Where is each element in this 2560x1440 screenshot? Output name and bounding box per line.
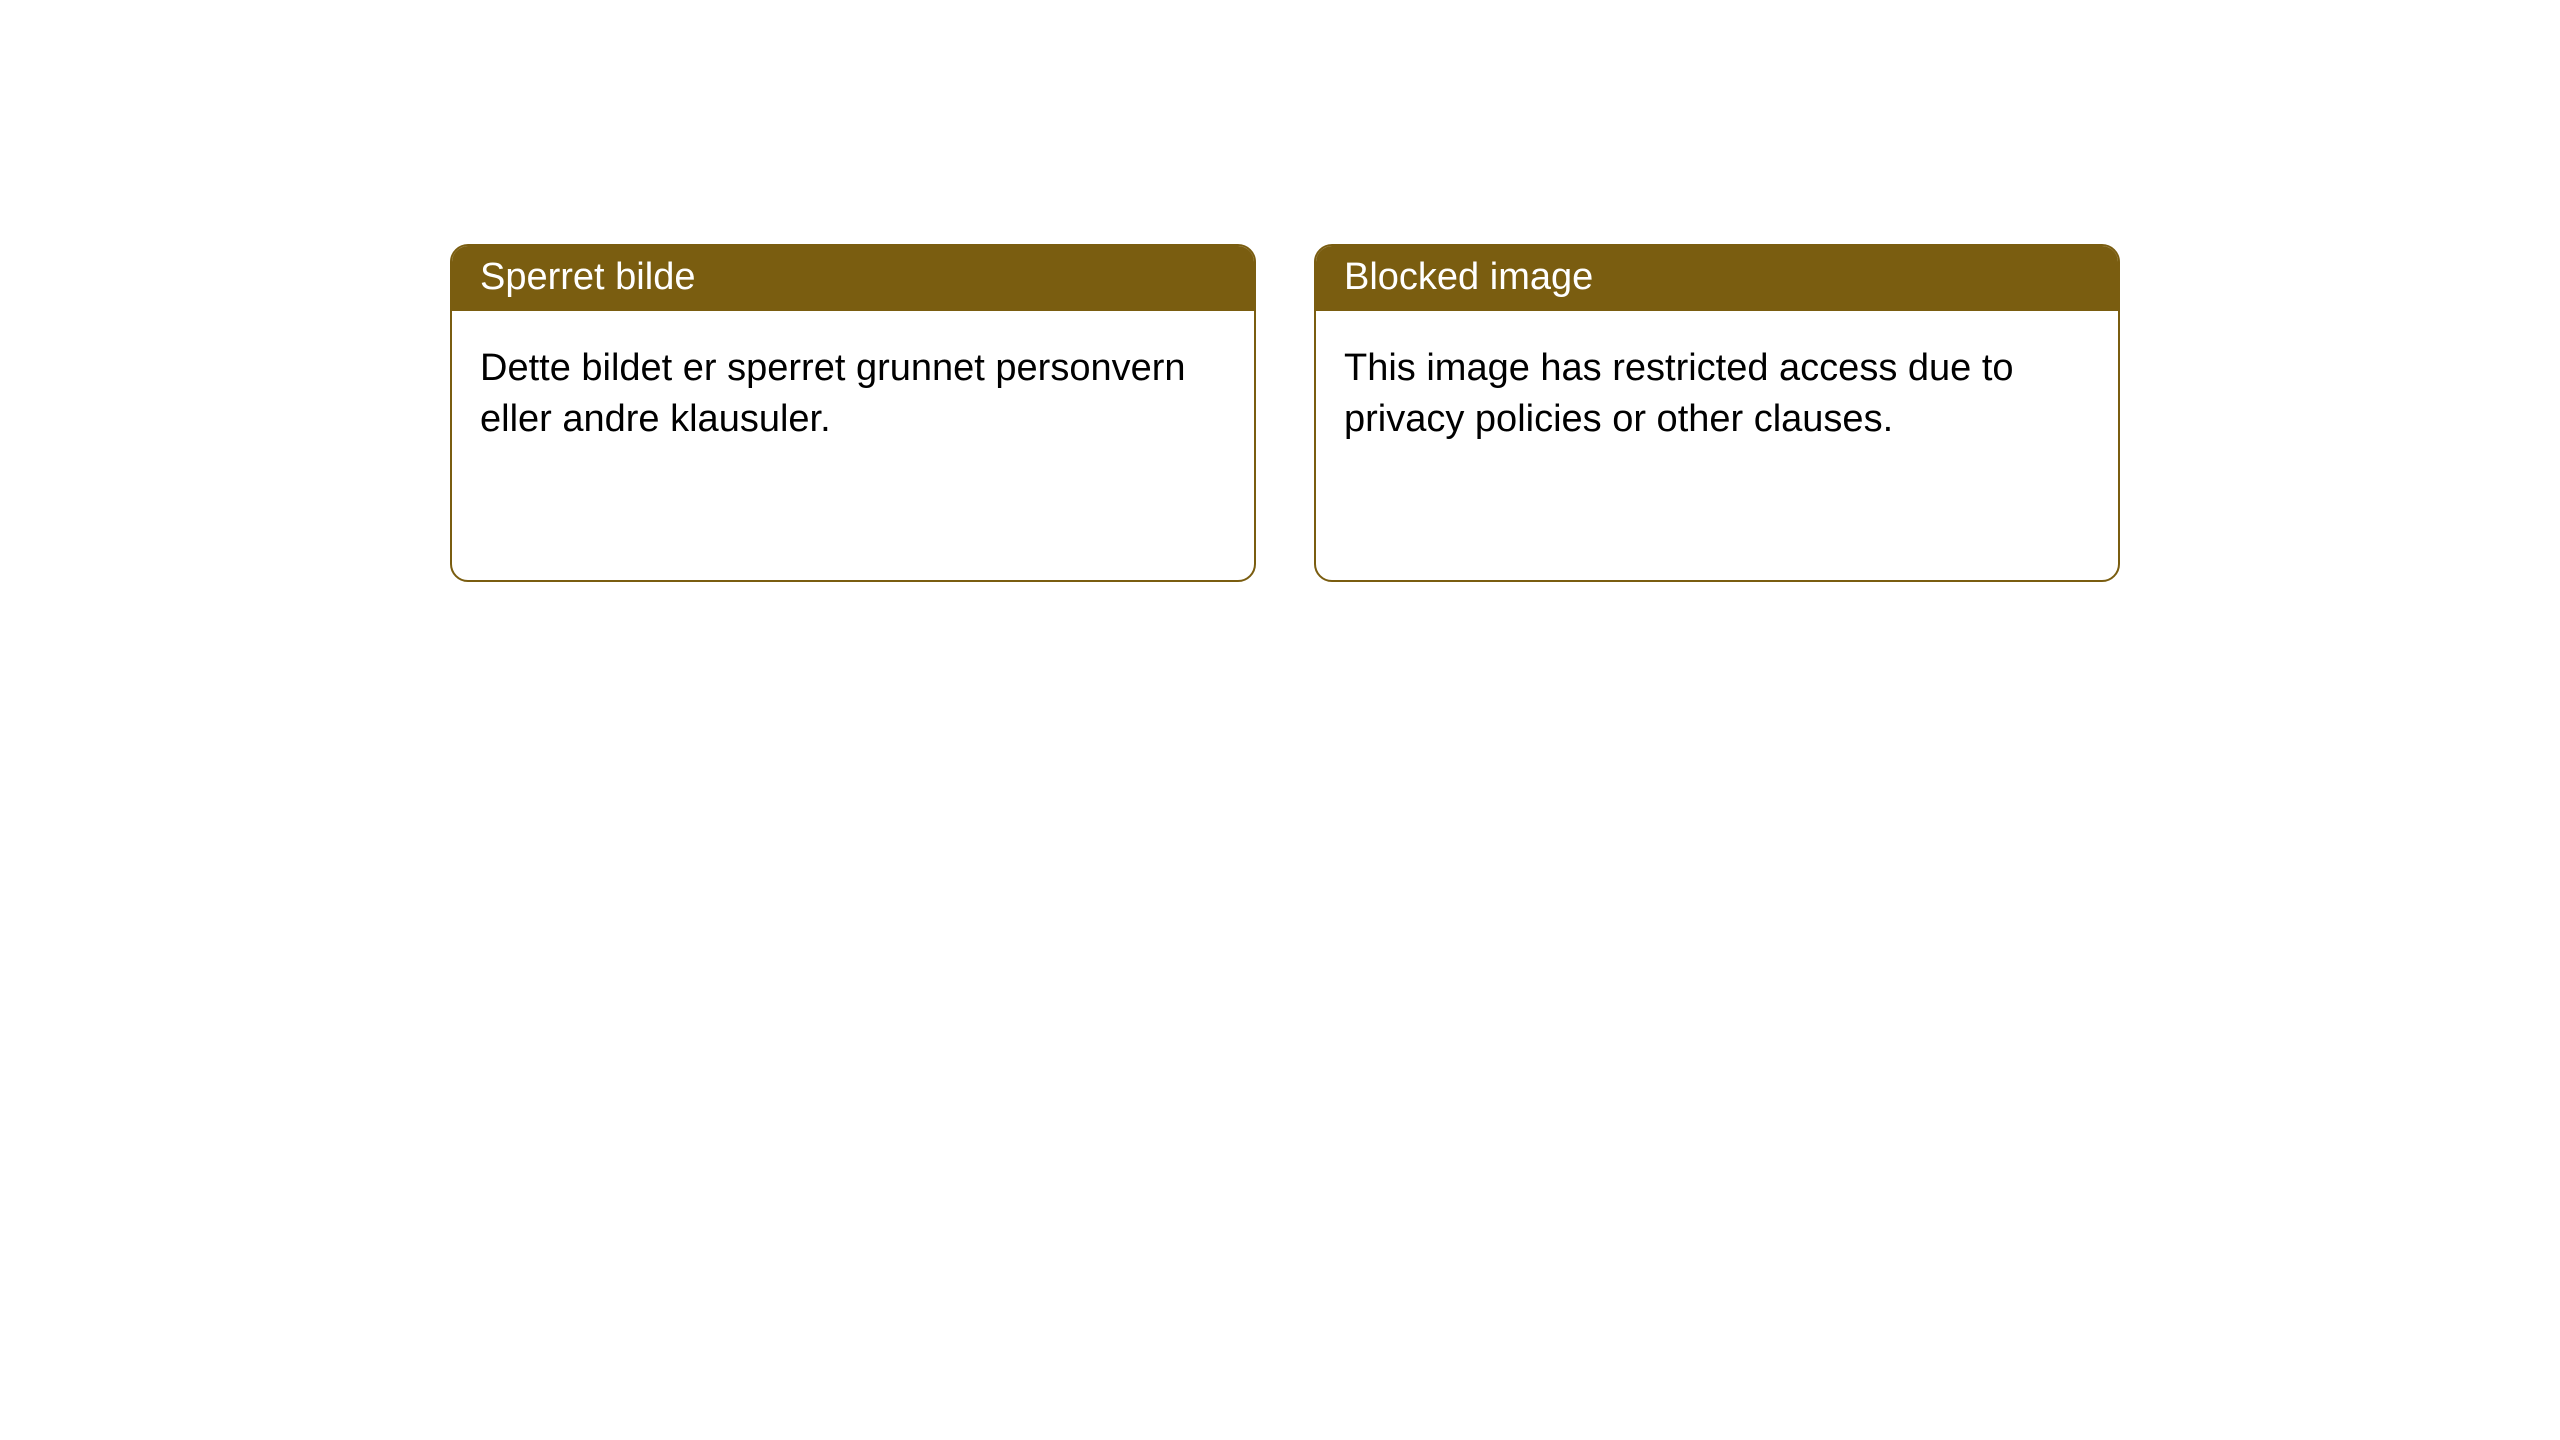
- notice-card-english: Blocked image This image has restricted …: [1314, 244, 2120, 582]
- notice-card-norwegian: Sperret bilde Dette bildet er sperret gr…: [450, 244, 1256, 582]
- card-title: Sperret bilde: [480, 256, 695, 298]
- card-body-text: Dette bildet er sperret grunnet personve…: [480, 347, 1186, 440]
- card-title: Blocked image: [1344, 256, 1593, 298]
- card-body-text: This image has restricted access due to …: [1344, 347, 2014, 440]
- card-body: Dette bildet er sperret grunnet personve…: [452, 311, 1254, 478]
- notice-container: Sperret bilde Dette bildet er sperret gr…: [450, 244, 2120, 582]
- card-header: Sperret bilde: [452, 246, 1254, 311]
- card-header: Blocked image: [1316, 246, 2118, 311]
- card-body: This image has restricted access due to …: [1316, 311, 2118, 478]
